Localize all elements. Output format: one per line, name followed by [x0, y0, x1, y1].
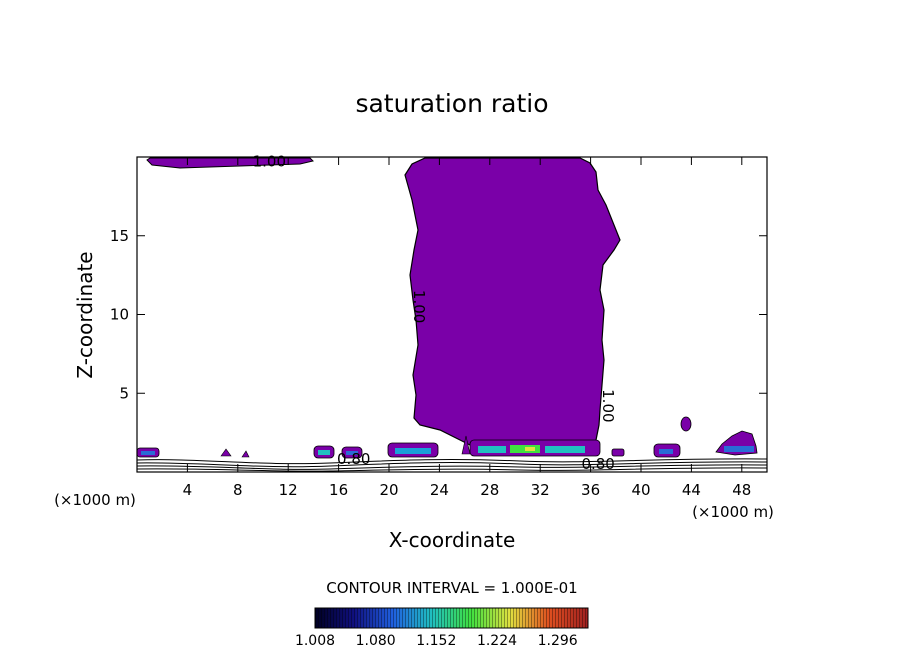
blob — [659, 449, 673, 454]
x-tick-label: 40 — [631, 481, 650, 499]
x-tick-label: 44 — [682, 481, 701, 499]
contour-interval: CONTOUR INTERVAL = 1.000E-01 — [326, 579, 577, 597]
colorbar-tick-label: 1.224 — [477, 633, 517, 649]
blob — [680, 416, 692, 432]
colorbar-tick-label: 1.008 — [295, 633, 335, 649]
y-axis-ticks: 5 10 15 — [110, 227, 767, 402]
x-tick-label: 36 — [581, 481, 600, 499]
blob — [611, 448, 625, 457]
contour-line — [136, 461, 768, 468]
y-axis-label: Z-coordinate — [73, 251, 97, 378]
x-axis-label: X-coordinate — [389, 528, 516, 552]
y-tick-label: 10 — [110, 306, 129, 324]
x-tick-label: 16 — [329, 481, 348, 499]
y-tick-label: 5 — [119, 384, 129, 402]
x-tick-label: 28 — [480, 481, 499, 499]
contour-line — [136, 458, 768, 465]
blob — [395, 448, 431, 454]
blob — [545, 446, 585, 453]
x-axis-ticks: 4 8 12 16 20 24 28 32 36 40 44 48 — [183, 157, 751, 499]
contour-line — [136, 467, 768, 472]
colorbar-frame — [314, 607, 589, 629]
x-tick-label: 8 — [233, 481, 243, 499]
colorbar-labels: 1.008 1.080 1.152 1.224 1.296 — [295, 633, 578, 649]
contour-label: 0.80 — [581, 455, 614, 473]
contour-line — [136, 464, 768, 470]
blob — [461, 435, 471, 455]
x-unit-right: (×1000 m) — [692, 503, 774, 521]
region-main-column — [404, 157, 621, 453]
blob — [478, 446, 506, 453]
colorbar-tick-label: 1.296 — [538, 633, 578, 649]
chart-title: saturation ratio — [355, 89, 548, 118]
colorbar-stripes — [315, 608, 588, 628]
blob — [318, 450, 330, 455]
blob — [141, 451, 155, 455]
region-top-left-cap — [146, 157, 314, 169]
contour-label: 1.00 — [253, 152, 286, 170]
y-tick-label: 15 — [110, 227, 129, 245]
colorbar-tick-label: 1.152 — [416, 633, 456, 649]
surface-contours — [136, 458, 768, 472]
contour-labels: 1.00 1.00 1.00 0.80 0.80 — [253, 152, 618, 472]
x-unit-left: (×1000 m) — [54, 491, 136, 509]
blob — [241, 450, 250, 458]
colorbar-tick-label: 1.080 — [356, 633, 396, 649]
x-tick-label: 32 — [531, 481, 550, 499]
contour-label: 1.00 — [410, 290, 428, 323]
x-tick-label: 4 — [183, 481, 193, 499]
x-tick-label: 20 — [379, 481, 398, 499]
plot-area: 1.001.001.000.80 0.80 4 8 12 16 20 24 28 32 36 40 4… — [110, 152, 768, 499]
surface-blobs — [136, 416, 758, 459]
blob — [220, 448, 232, 457]
contour-label: 0.80 — [337, 450, 370, 468]
colorbar: 1.008 1.080 1.152 1.224 1.296 — [295, 607, 589, 649]
x-tick-label: 24 — [430, 481, 449, 499]
blob — [724, 446, 754, 452]
x-tick-label: 12 — [279, 481, 298, 499]
blob — [525, 447, 535, 451]
blob — [346, 451, 358, 455]
x-tick-label: 48 — [732, 481, 751, 499]
contour-label: 1.00 — [599, 389, 617, 422]
